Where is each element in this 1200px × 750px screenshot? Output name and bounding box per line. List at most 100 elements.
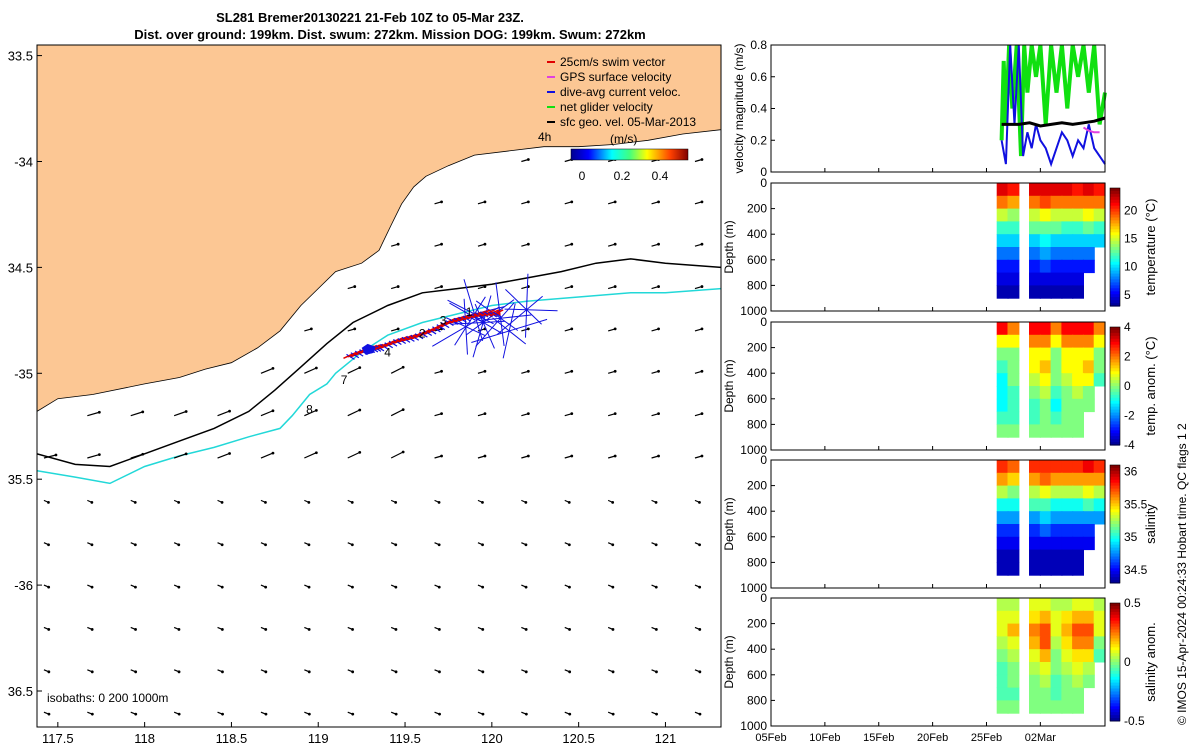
temperature-colorbar-step <box>1110 252 1120 257</box>
salinity-anomaly-colorbar-step <box>1110 644 1120 648</box>
time-axis: 05Feb 10Feb 15Feb 20Feb 25Feb 02Mar <box>755 168 1056 744</box>
salinity-cell <box>1093 485 1106 499</box>
salinity-anomaly-cell <box>1082 598 1095 612</box>
geo-arrow <box>347 409 361 417</box>
salinity-anomaly-cell <box>1039 649 1052 663</box>
current-vector <box>492 317 510 332</box>
swim-vector <box>463 312 478 320</box>
salinity-anomaly-cell <box>1082 610 1095 625</box>
geo-arrow <box>390 366 404 374</box>
salinity-anomaly-ytick-label: 200 <box>747 617 767 631</box>
salinity-cell <box>1029 498 1041 512</box>
salinity-anomaly-cell <box>1050 598 1063 612</box>
salinity-cell <box>1061 549 1074 563</box>
salinity-cell <box>1007 524 1020 538</box>
salinity-colorbar-step <box>1110 538 1120 543</box>
salinity-colorbar-step <box>1110 556 1120 560</box>
swim-vector <box>450 315 465 324</box>
salinity-anomaly-colorbar-step <box>1110 606 1120 610</box>
temperature-cell <box>1093 221 1106 235</box>
salinity-anomaly-colorbar-step <box>1110 703 1120 707</box>
temperature-cell <box>1093 234 1106 248</box>
salinity-ytick-label: 600 <box>747 530 767 544</box>
geo-arrow-head <box>133 543 137 547</box>
swim-vector <box>403 333 417 342</box>
salinity-cell <box>1061 524 1074 538</box>
geo-arrow-head <box>351 628 354 631</box>
geo-arrow-head <box>394 500 398 504</box>
map-xtick-label: 119.5 <box>389 731 421 746</box>
salinity-cell <box>996 536 1009 551</box>
salinity-colorbar-step <box>1110 512 1120 516</box>
current-vector <box>502 330 510 359</box>
legend-item-4: sfc geo. vel. 05-Mar-2013 <box>560 115 696 129</box>
temperature-cell <box>1050 272 1063 286</box>
salinity-colorbar-step <box>1110 559 1120 563</box>
geo-arrow-head <box>570 454 574 458</box>
geo-arrow-head <box>524 712 528 716</box>
temperature-cell <box>1029 247 1041 261</box>
geo-arrow-head <box>524 628 528 631</box>
geo-arrow-head <box>654 500 658 504</box>
temperature-cell <box>1082 195 1095 210</box>
salinity-colorbar-step <box>1110 500 1120 504</box>
salinity-colorbar-step <box>1110 515 1120 519</box>
salinity-cell <box>1050 498 1063 512</box>
map-ytick-label: -35 <box>14 366 33 381</box>
salinity-cell <box>996 562 1009 576</box>
temperature-colorbar-step <box>1110 297 1120 301</box>
geo-arrow-head <box>264 585 268 589</box>
geo-arrow <box>390 451 404 459</box>
salinity-cell <box>1050 460 1063 474</box>
map-plot-area: 1 23 4 7 8 isobaths: 0 200 1000m 25cm/s swim v… <box>37 45 721 727</box>
salinity-anomaly-colorbar-step <box>1110 656 1120 660</box>
geo-arrow-head <box>47 712 51 716</box>
salinity-anomaly-colorbar-step <box>1110 685 1120 690</box>
geo-arrow-head <box>611 585 615 589</box>
salinity-anomaly-cell <box>1039 662 1052 676</box>
salinity-panel: 0 200 400 600 800 1000 Depth (m) 34.5 35 35.5 36 sa… <box>722 453 1158 595</box>
temperature-anomaly-cell <box>1039 347 1052 361</box>
salinity-colorbar-step <box>1110 532 1120 537</box>
temperature-colorbar-step <box>1110 285 1120 289</box>
geo-arrow-head <box>314 366 318 370</box>
geo-arrow-head <box>228 452 231 455</box>
salinity-anomaly-cell <box>1007 700 1020 714</box>
salinity-anomaly-colorbar-step <box>1110 670 1120 675</box>
salinity-anomaly-cell <box>1050 623 1063 637</box>
salinity-colorbar-step <box>1110 577 1120 581</box>
temperature-cell <box>1007 272 1020 286</box>
land-mass <box>37 45 721 412</box>
temperature-anomaly-cell <box>1039 360 1052 374</box>
current-cluster <box>361 343 376 355</box>
temperature-anomaly-cell <box>1007 373 1020 387</box>
geo-arrow-head <box>314 451 318 455</box>
geo-arrow <box>87 411 100 417</box>
temperature-anomaly-cell <box>1061 360 1074 374</box>
salinity-cell <box>1050 472 1063 487</box>
geo-arrow-head <box>567 500 571 504</box>
temperature-anomaly-ytick-label: 0 <box>760 315 767 329</box>
current-vector <box>500 302 515 319</box>
current-vector <box>465 322 484 336</box>
temperature-colorbar-step <box>1110 249 1120 254</box>
salinity-cell <box>1050 562 1063 576</box>
temperature-clabel: temperature (°C) <box>1143 199 1158 296</box>
current-vector <box>354 350 364 357</box>
temperature-anomaly-cell <box>1050 322 1063 336</box>
salinity-cell <box>1072 485 1084 499</box>
temperature-anomaly-colorbar-step <box>1110 374 1120 378</box>
geo-arrow-head <box>483 285 487 288</box>
salinity-cell <box>1007 472 1020 487</box>
salinity-anomaly-cell <box>996 623 1009 637</box>
temperature-anomaly-cell <box>1007 386 1020 400</box>
current-vector <box>492 311 502 318</box>
geo-arrow-head <box>657 369 660 373</box>
temperature-anomaly-colorbar-step <box>1110 350 1120 355</box>
temperature-anomaly-cell <box>1050 424 1063 438</box>
geo-arrow-head <box>570 369 574 373</box>
geo-arrow-head <box>613 412 617 416</box>
legend-item-1: GPS surface velocity <box>560 70 671 84</box>
salinity-anomaly-cell <box>1050 649 1063 663</box>
temperature-anomaly-cell <box>996 373 1009 387</box>
